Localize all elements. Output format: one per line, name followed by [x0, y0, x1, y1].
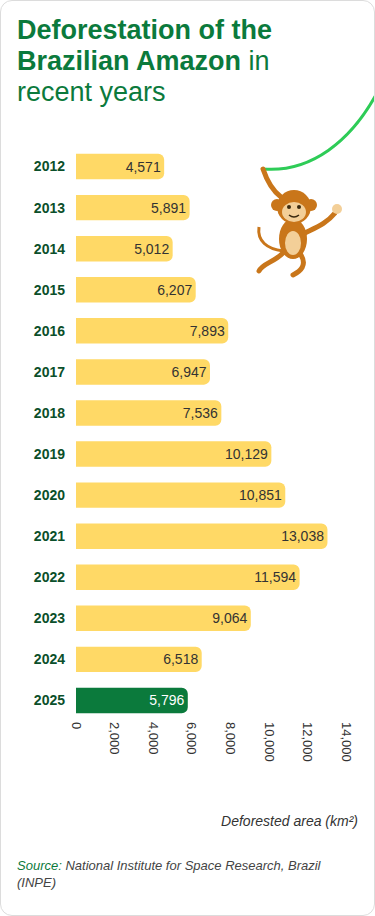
svg-text:2019: 2019: [34, 446, 65, 462]
svg-text:2025: 2025: [34, 692, 65, 708]
svg-text:0: 0: [69, 722, 84, 729]
html-text:Source: National Institute for: Source: National Institute for Space Res…: [17, 858, 321, 890]
svg-text:2021: 2021: [34, 528, 65, 544]
svg-text:10,000: 10,000: [262, 722, 277, 762]
svg-text:2023: 2023: [34, 610, 65, 626]
svg-text:2020: 2020: [34, 487, 65, 503]
svg-text:2016: 2016: [34, 323, 65, 339]
svg-text:8,000: 8,000: [223, 722, 238, 755]
html-text:Deforestation of the Brazilian: Deforestation of the Brazilian Amazon in…: [17, 15, 272, 107]
svg-text:7,536: 7,536: [183, 405, 218, 421]
svg-text:2012: 2012: [34, 158, 65, 174]
svg-text:6,000: 6,000: [184, 722, 199, 755]
svg-text:2022: 2022: [34, 569, 65, 585]
svg-text:6,947: 6,947: [171, 364, 206, 380]
svg-text:5,012: 5,012: [134, 241, 169, 257]
svg-text:2017: 2017: [34, 364, 65, 380]
svg-text:5,891: 5,891: [151, 200, 186, 216]
svg-text:10,129: 10,129: [225, 446, 268, 462]
svg-text:6,518: 6,518: [163, 651, 198, 667]
svg-text:6,207: 6,207: [157, 282, 192, 298]
svg-text:9,064: 9,064: [212, 610, 247, 626]
svg-text:2015: 2015: [34, 282, 65, 298]
svg-text:2014: 2014: [34, 241, 65, 257]
svg-text:10,851: 10,851: [239, 487, 282, 503]
svg-text:2,000: 2,000: [107, 722, 122, 755]
svg-text:4,000: 4,000: [146, 722, 161, 755]
svg-text:5,796: 5,796: [149, 692, 184, 708]
svg-text:2018: 2018: [34, 405, 65, 421]
svg-text:4,571: 4,571: [126, 159, 161, 175]
svg-text:2024: 2024: [34, 651, 65, 667]
svg-text:12,000: 12,000: [300, 722, 315, 762]
html-text:Deforested area (km²): Deforested area (km²): [221, 813, 358, 829]
svg-text:14,000: 14,000: [339, 722, 354, 762]
svg-text:7,893: 7,893: [190, 323, 225, 339]
svg-text:11,594: 11,594: [254, 569, 296, 585]
svg-text:2013: 2013: [34, 200, 65, 216]
svg-text:13,038: 13,038: [281, 528, 324, 544]
